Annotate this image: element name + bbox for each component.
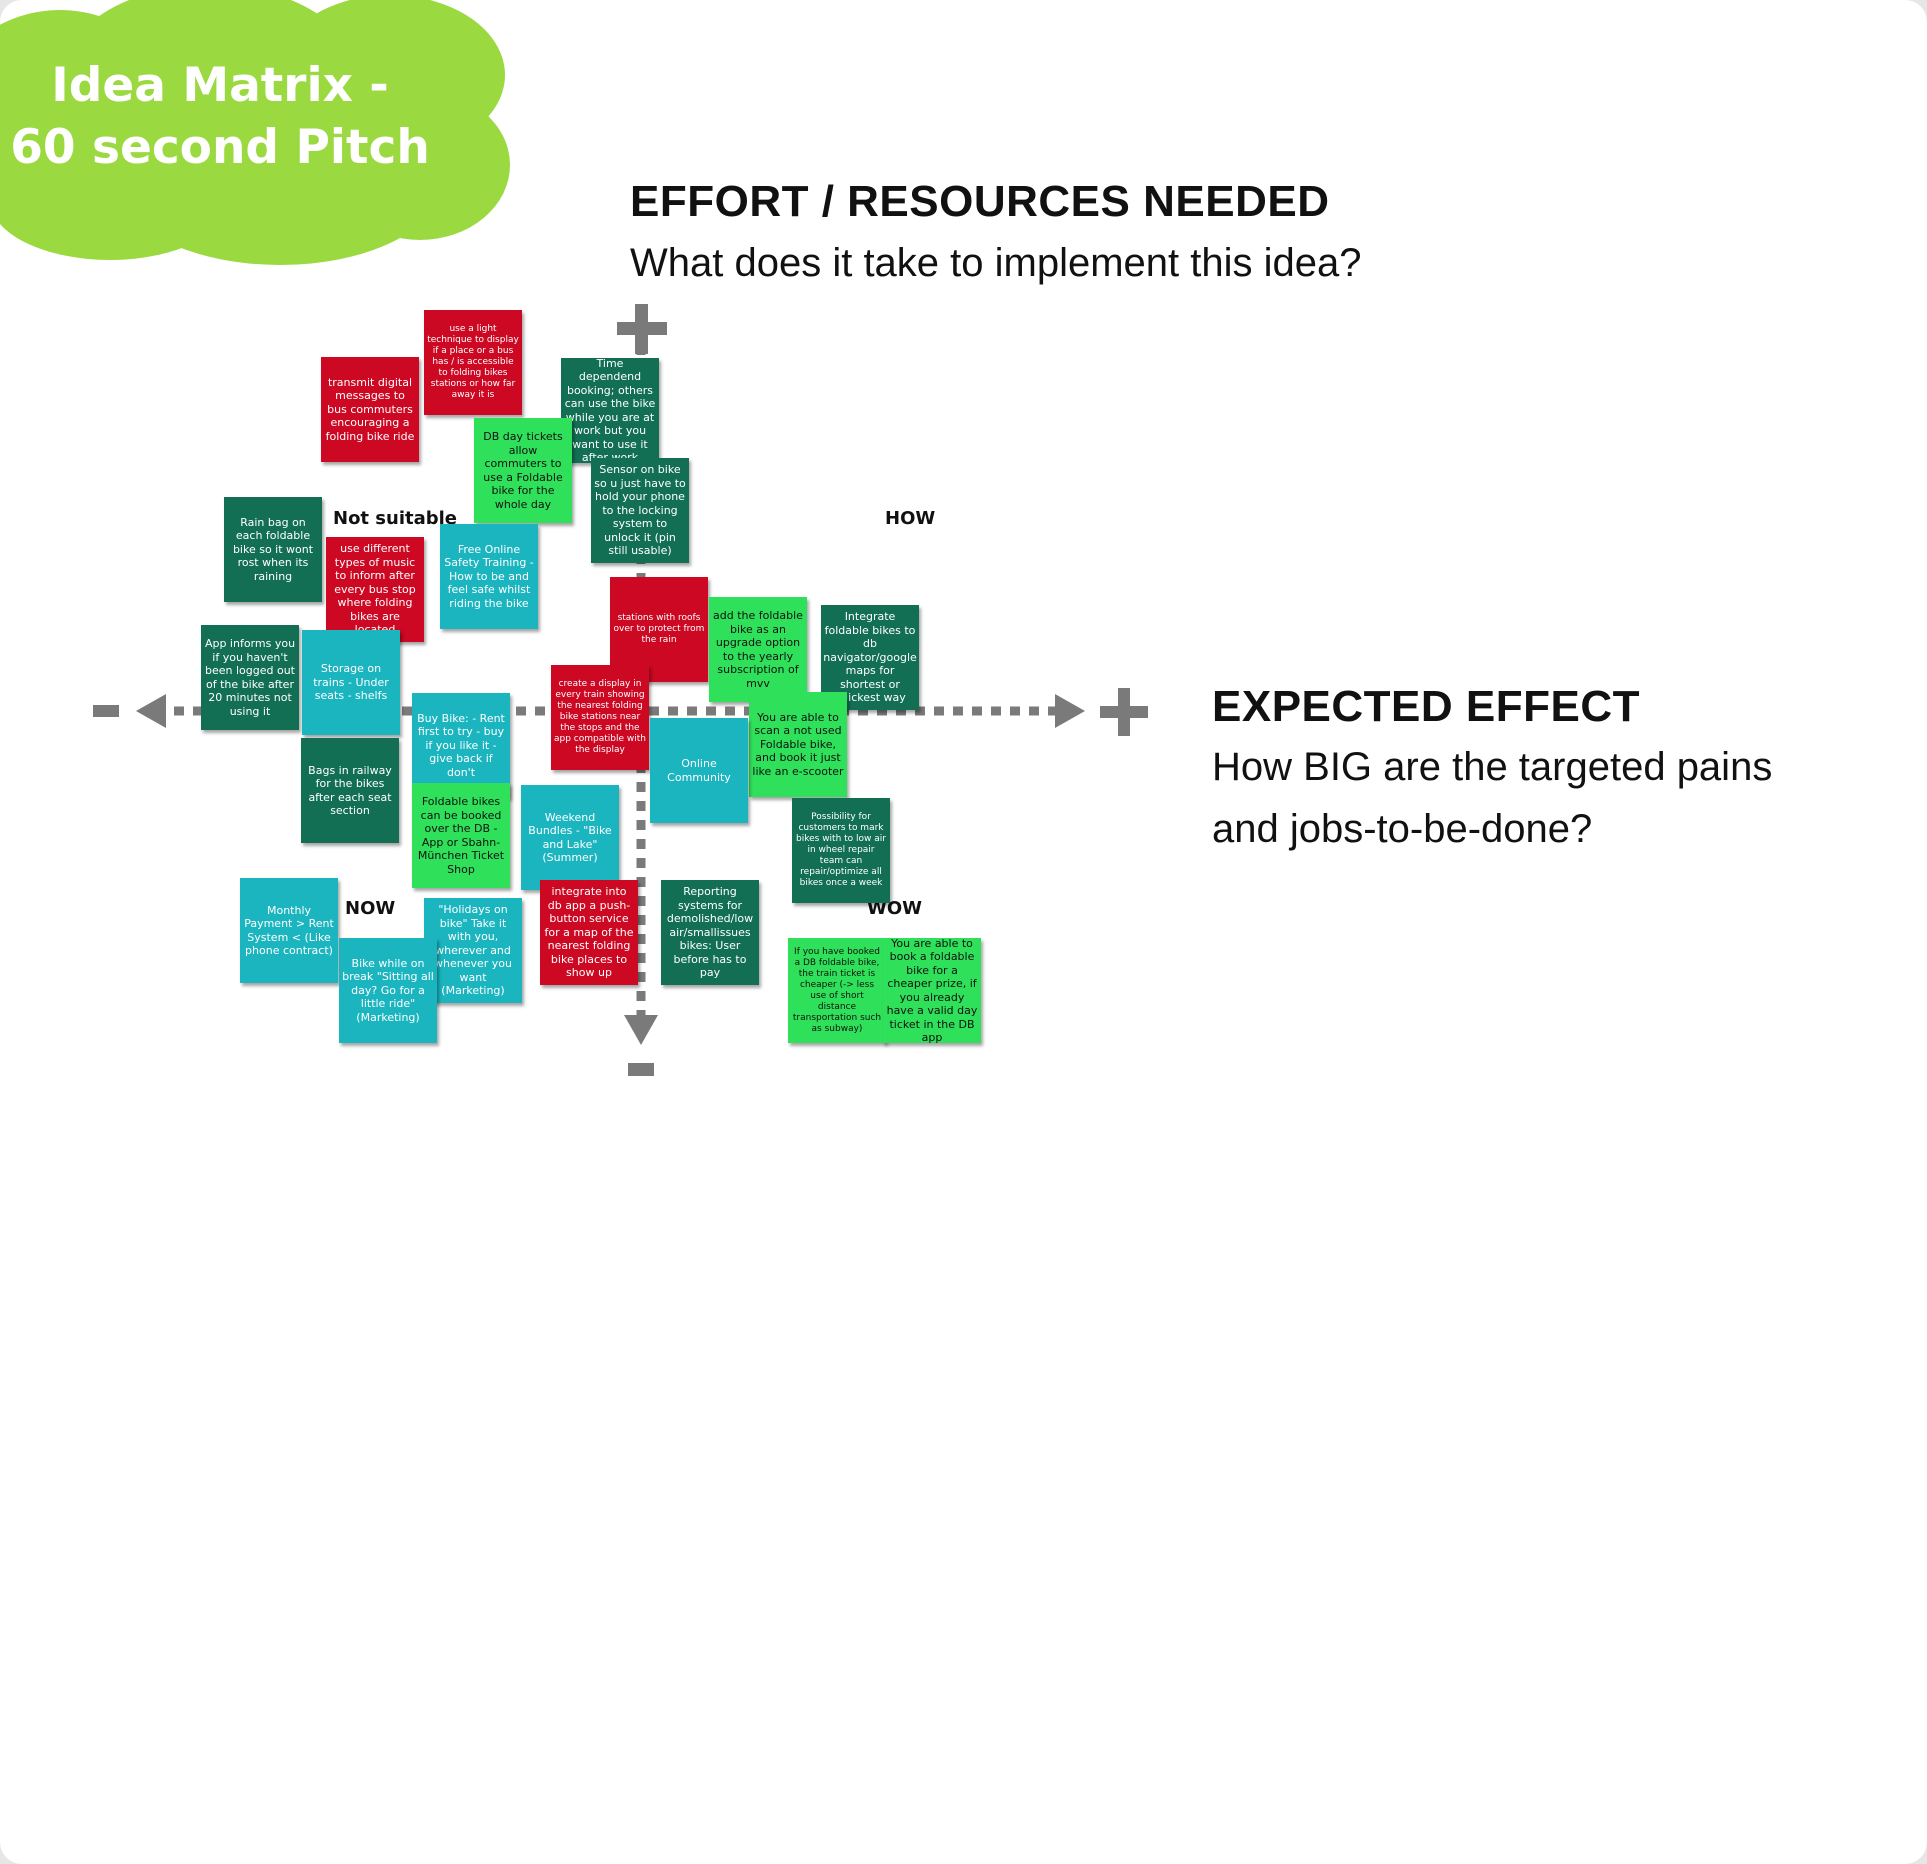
x-axis-question-line-1: How BIG are the targeted pains [1212, 745, 1773, 789]
sticky-note[interactable]: Weekend Bundles - "Bike and Lake" (Summe… [521, 785, 619, 890]
quadrant-label-not-suitable: Not suitable [333, 508, 458, 529]
sticky-note[interactable]: "Holidays on bike" Take it with you, whe… [424, 898, 522, 1003]
x-axis-left-arrowhead [136, 694, 166, 728]
quadrant-label-now: NOW [345, 898, 396, 919]
title-line-1: Idea Matrix - [51, 58, 389, 113]
sticky-note[interactable]: add the foldable bike as an upgrade opti… [709, 597, 807, 702]
quadrant-label-wow: WOW [867, 898, 923, 919]
sticky-note[interactable]: Buy Bike: - Rent first to try - buy if y… [412, 693, 510, 798]
sticky-note[interactable]: You are able to book a foldable bike for… [883, 938, 981, 1043]
title-line-2: 60 second Pitch [10, 120, 430, 175]
x-axis-right-arrowhead [1055, 694, 1085, 728]
sticky-note[interactable]: Possibility for customers to mark bikes … [792, 798, 890, 903]
sticky-note[interactable]: Bags in railway for the bikes after each… [301, 738, 399, 843]
sticky-note[interactable]: DB day tickets allow commuters to use a … [474, 418, 572, 523]
sticky-note[interactable]: Foldable bikes can be booked over the DB… [412, 783, 510, 888]
quadrant-label-how: HOW [885, 508, 936, 529]
y-axis-plus-sign [617, 304, 667, 354]
sticky-note[interactable]: use a light technique to display if a pl… [424, 310, 522, 415]
sticky-note[interactable]: Reporting systems for demolished/low air… [661, 880, 759, 985]
sticky-note[interactable]: Bike while on break "Sitting all day? Go… [339, 938, 437, 1043]
sticky-note[interactable]: transmit digital messages to bus commute… [321, 357, 419, 462]
y-axis-down-arrowhead [624, 1015, 658, 1045]
page-title: Idea Matrix - 60 second Pitch [10, 55, 430, 179]
sticky-note[interactable]: You are able to scan a not used Foldable… [749, 692, 847, 797]
sticky-note[interactable]: Free Online Safety Training - How to be … [440, 524, 538, 629]
sticky-note[interactable]: App informs you if you haven't been logg… [201, 625, 299, 730]
title-cloud-shape [0, 0, 510, 265]
sticky-note[interactable]: integrate into db app a push-button serv… [540, 880, 638, 985]
sticky-note[interactable]: create a display in every train showing … [551, 665, 649, 770]
x-axis-question-line-2: and jobs-to-be-done? [1212, 807, 1593, 851]
sticky-note[interactable]: Storage on trains - Under seats - shelfs [302, 630, 400, 735]
sticky-note[interactable]: If you have booked a DB foldable bike, t… [788, 938, 886, 1043]
sticky-note[interactable]: Rain bag on each foldable bike so it won… [224, 497, 322, 602]
y-axis-heading: EFFORT / RESOURCES NEEDED [630, 177, 1330, 226]
y-axis-minus-sign [628, 1063, 654, 1076]
x-axis-plus-sign [1100, 688, 1148, 736]
sticky-note[interactable]: Online Community [650, 718, 748, 823]
sticky-note[interactable]: Time dependend booking; others can use t… [561, 358, 659, 463]
y-axis-question: What does it take to implement this idea… [630, 241, 1362, 285]
sticky-note[interactable]: stations with roofs over to protect from… [610, 577, 708, 682]
sticky-note[interactable]: Sensor on bike so u just have to hold yo… [591, 458, 689, 563]
x-axis-minus-sign [93, 705, 119, 717]
x-axis-heading: EXPECTED EFFECT [1212, 682, 1640, 731]
sticky-note[interactable]: Monthly Payment > Rent System < (Like ph… [240, 878, 338, 983]
sticky-note[interactable]: use different types of music to inform a… [326, 537, 424, 642]
